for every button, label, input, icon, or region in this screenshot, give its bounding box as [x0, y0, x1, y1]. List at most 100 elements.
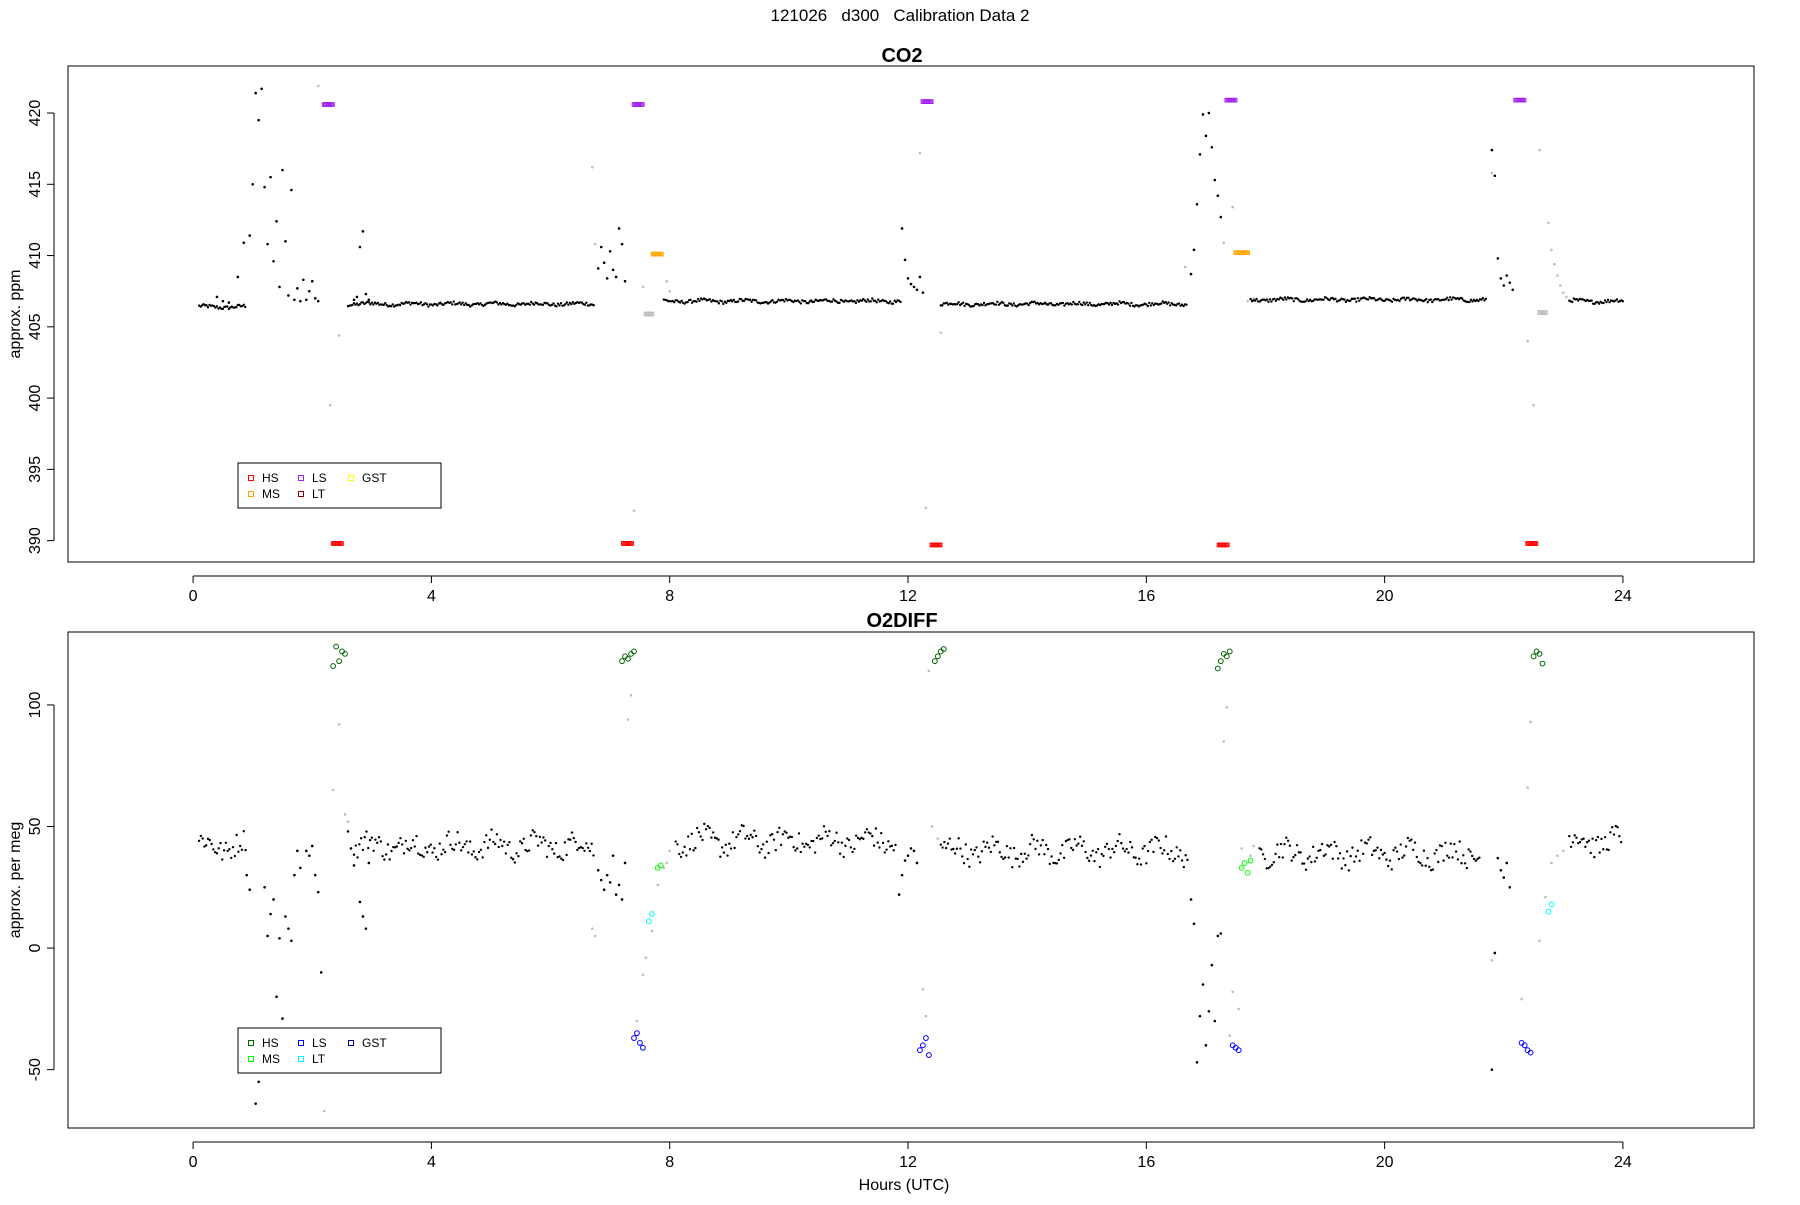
- data-point: [571, 300, 575, 304]
- data-point: [1189, 898, 1193, 901]
- data-point: [481, 856, 484, 859]
- data-point: [555, 305, 558, 308]
- data-point: [1084, 850, 1087, 854]
- data-point: [1127, 851, 1130, 854]
- data-point: [561, 858, 565, 862]
- data-point: [1049, 301, 1053, 305]
- legend-swatch-ms: [248, 491, 254, 497]
- data-point: [964, 843, 968, 846]
- data-point: [1502, 284, 1506, 287]
- calibration-marker-hs: [934, 542, 939, 548]
- data-point: [451, 847, 454, 850]
- o2diff-x-tick-label: 16: [1137, 1154, 1155, 1171]
- data-point: [989, 850, 993, 854]
- data-point: [1315, 856, 1318, 860]
- data-point: [1192, 248, 1196, 252]
- data-point: [1055, 862, 1059, 865]
- data-point: [1164, 300, 1167, 304]
- excluded-point: [1529, 720, 1532, 724]
- data-point: [1343, 298, 1346, 301]
- data-point: [205, 304, 208, 307]
- data-point: [1006, 304, 1010, 307]
- data-point: [398, 303, 402, 307]
- data-point: [1148, 840, 1152, 844]
- data-point: [874, 299, 877, 302]
- data-point: [1261, 853, 1265, 856]
- data-point: [1303, 862, 1306, 865]
- data-point: [971, 853, 975, 856]
- data-point: [485, 834, 488, 837]
- data-point: [272, 259, 275, 263]
- data-point: [580, 301, 584, 304]
- excluded-point: [924, 1014, 928, 1018]
- data-point: [1184, 854, 1187, 857]
- calibration-marker-ls: [1229, 97, 1234, 103]
- legend-label-ls: LS: [312, 471, 327, 485]
- data-point: [872, 844, 876, 847]
- data-point: [1125, 847, 1128, 851]
- data-point: [1398, 299, 1401, 303]
- data-point: [1182, 304, 1185, 308]
- data-point: [1114, 844, 1118, 848]
- calibration-marker-ms: [1234, 250, 1240, 256]
- excluded-point: [1183, 265, 1187, 269]
- data-point: [436, 304, 439, 307]
- calibration-marker-ls: [1521, 1042, 1528, 1049]
- data-point: [1334, 297, 1337, 300]
- data-point: [381, 854, 384, 858]
- data-point: [892, 849, 895, 852]
- data-point: [1345, 850, 1349, 853]
- data-point: [699, 835, 702, 838]
- data-point: [1265, 298, 1269, 301]
- data-point: [1471, 300, 1474, 303]
- data-point: [987, 846, 991, 849]
- data-point: [1082, 301, 1085, 304]
- data-point: [579, 845, 583, 849]
- calibration-marker-hs: [1531, 541, 1536, 546]
- calibration-marker-hs: [1216, 542, 1222, 548]
- calibration-marker-ms: [657, 862, 664, 869]
- data-point: [602, 888, 606, 892]
- data-point: [541, 303, 545, 306]
- data-point: [1025, 857, 1028, 860]
- data-point: [1336, 857, 1340, 860]
- data-point: [608, 249, 612, 253]
- data-point: [605, 873, 609, 877]
- co2-x-tick-label: 24: [1614, 588, 1632, 605]
- data-point: [1285, 298, 1288, 301]
- data-point: [969, 848, 973, 851]
- data-point: [961, 301, 965, 304]
- data-point: [1388, 859, 1392, 862]
- o2diff-x-tick-label: 12: [899, 1154, 917, 1171]
- data-point: [563, 841, 567, 844]
- data-point: [390, 849, 393, 853]
- data-point: [1075, 844, 1078, 847]
- calibration-marker-hs: [930, 542, 936, 548]
- excluded-point: [1538, 939, 1541, 943]
- calibration-marker-ms: [655, 251, 661, 257]
- excluded-point: [328, 403, 332, 407]
- data-point: [468, 840, 472, 843]
- data-point: [605, 277, 609, 280]
- data-point: [874, 827, 878, 830]
- data-point: [355, 302, 359, 305]
- data-point: [1011, 304, 1014, 307]
- data-point: [1374, 849, 1377, 852]
- data-point: [703, 822, 706, 826]
- data-point: [1061, 843, 1064, 847]
- calibration-marker-ls: [638, 102, 644, 107]
- data-point: [233, 854, 237, 858]
- data-point: [1577, 841, 1580, 845]
- calibration-marker-hs: [929, 542, 935, 548]
- data-point: [275, 220, 278, 223]
- data-point: [977, 855, 980, 858]
- data-point: [235, 305, 238, 309]
- calibration-marker-hs: [1533, 541, 1539, 546]
- figure-title: 121026 d300 Calibration Data 2: [770, 6, 1030, 25]
- data-point: [865, 300, 868, 304]
- calibration-marker-hs: [622, 541, 627, 546]
- data-point: [717, 302, 721, 305]
- data-point: [244, 848, 247, 852]
- data-point: [479, 302, 482, 305]
- legend-label-ms: MS: [262, 487, 280, 501]
